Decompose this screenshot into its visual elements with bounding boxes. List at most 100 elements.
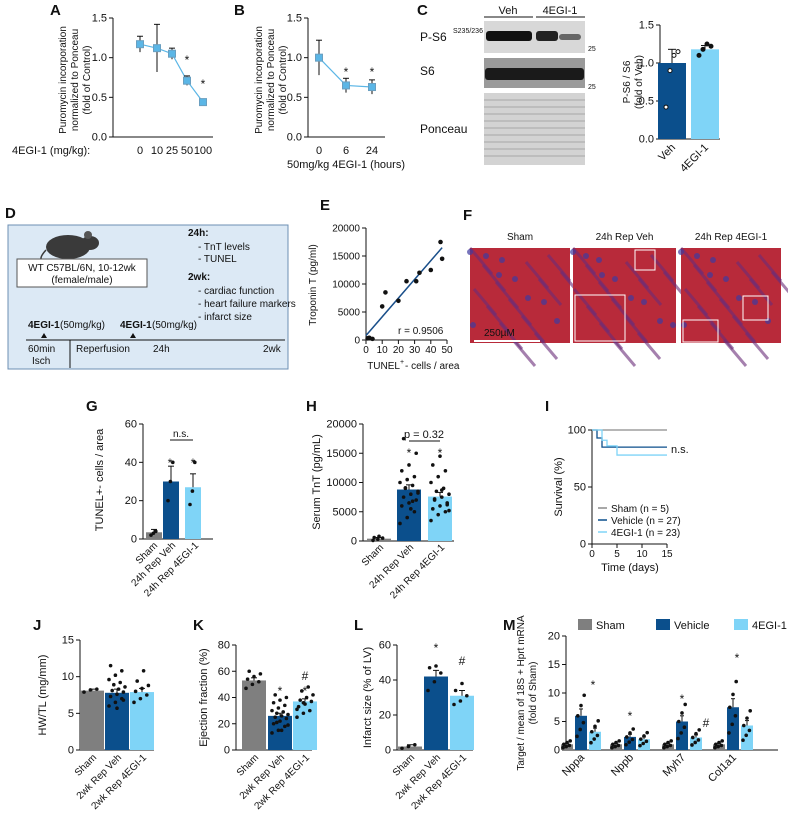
lane-label-4egi1: 4EGI-1 [543,5,578,17]
y-axis-label-E: Troponin T (pg/ml) [308,244,319,326]
y-tick-label-J: 5 [68,708,74,720]
y-tick-label-H: 5000 [333,506,357,518]
y-tick-label-G: 40 [125,457,137,469]
x-tick-label-A: 50 [181,145,193,157]
data-point-M [576,714,580,718]
bar-M [741,725,753,750]
tissue-fiber [537,278,563,306]
legend-label-I: Sham (n = 5) [611,504,669,515]
mouse-ear [84,231,92,239]
data-point-K [278,698,282,702]
data-point-H [407,501,411,505]
data-marker-B [342,81,350,90]
y-axis-label-B: (fold of Control) [278,46,289,115]
x-tick-label-H: 24h Rep 4EGI-1 [388,542,447,601]
micrograph-title: 24h Rep 4EGI-1 [695,232,768,243]
data-point-J [120,669,124,673]
data-point-E [383,290,388,295]
lane-label-veh: Veh [499,5,518,17]
data-point-K [281,710,286,714]
x-tick-label-A: 0 [137,145,143,157]
data-point-H [436,474,441,479]
data-point-G [166,498,170,503]
significance-hash-M: # [703,716,710,730]
bar-L [424,676,448,750]
y-tick-label-M: 15 [548,659,560,671]
x-tick-label-E: 50 [441,345,453,356]
data-point-J [113,700,118,705]
data-point-J [121,698,126,702]
mw-marker: 25 [588,84,596,91]
y-tick-label-I: 50 [574,482,586,494]
tissue-fiber [637,278,663,306]
y-axis-label-I: Survival (%) [553,457,565,516]
x-tick-label-H: Sham [360,542,386,568]
x-tick-label-B: 0 [316,145,322,157]
data-point-M [596,719,600,723]
tissue-fiber [611,339,637,367]
data-point-L [413,742,417,747]
timeline-label: 24h [153,344,170,355]
data-point-H [398,480,402,485]
data-point-J [123,685,127,689]
data-point-K [244,686,248,691]
data-point-K [276,706,281,710]
data-point-L [453,688,458,693]
tissue-fiber [533,332,559,360]
data-point-H [401,495,406,499]
data-point-K [296,704,301,709]
bar-M [676,721,688,750]
data-point-M [693,740,697,745]
significance-star-H: * [407,446,412,460]
survival-curve-I [592,429,667,448]
panel-label-L: L [354,617,363,634]
data-point-H [376,537,380,542]
significance-hash-K: # [302,669,309,683]
bar-M [589,731,601,750]
data-point-M [578,727,582,732]
x-tick-label-E: 0 [363,345,369,356]
nucleus [612,276,618,282]
significance-star-H: * [438,446,443,460]
data-point-C [671,52,677,58]
significance-star-G: * [168,456,173,470]
y-axis-label-J: HW/TL (mg/mm) [37,655,49,736]
data-point-M [677,719,681,724]
x-tick-label-A: 100 [194,145,212,157]
data-point-H [405,515,410,520]
y-axis-label-A: normalized to Ponceau [70,29,81,131]
data-point-L [458,699,463,703]
x-tick-label-E: 10 [377,345,389,356]
data-point-C [663,104,669,110]
y-tick-label-L: 60 [379,640,391,652]
x-tick-label-E: 30 [409,345,421,356]
y-tick-label-H: 10000 [326,477,357,489]
y-axis-label-C: P-S6 / S6 [622,60,633,103]
data-point-M [666,740,670,745]
y-tick-label-B: 1.0 [287,52,302,64]
panel-label-E: E [320,197,330,214]
scale-bar-label: 250µM [484,328,515,339]
y-tick-label-E: 10000 [332,280,360,291]
data-point-K [273,715,278,719]
data-point-M [690,743,694,747]
y-axis-label-L: Infarct size (% of LV) [362,647,374,748]
data-point-M [717,740,721,745]
data-point-M [727,731,731,735]
nucleus [707,272,713,278]
bar-C [658,63,686,139]
data-point-H [443,509,448,514]
data-point-K [283,724,287,729]
legend-label-I: 4EGI-1 (n = 23) [611,528,680,539]
y-tick-label-J: 0 [68,745,74,757]
y-axis-label-B: normalized to Ponceau [266,29,277,131]
data-point-H [440,495,444,499]
tissue-fiber [511,339,537,367]
data-point-M [642,734,646,738]
mouse-label-box [16,258,148,288]
timeline-label: 60min [28,344,55,355]
data-point-M [613,744,617,749]
nucleus [570,249,576,255]
y-tick-label-B: 1.5 [287,13,302,25]
dose-2-amount: (50mg/kg) [152,320,197,331]
